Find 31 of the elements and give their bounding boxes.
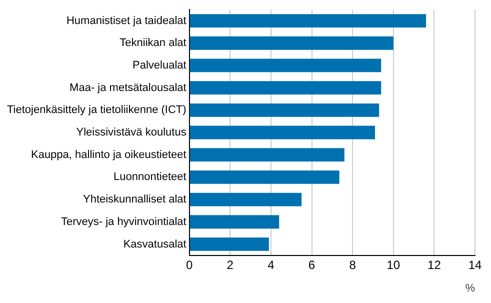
bar [190,103,380,117]
x-tick-label: 6 [308,258,316,272]
y-tick-label: Kauppa, hallinto ja oikeustieteet [30,148,186,161]
bar [190,81,382,95]
x-tick-label: 14 [468,258,482,272]
y-tick-label: Kasvatusalat [123,238,186,250]
x-tick-label: 10 [386,258,400,272]
x-tick-label: 0 [186,258,193,272]
bar [190,238,269,251]
y-tick-label: Maa- ja metsätalousalat [70,82,186,94]
x-tick-label: 8 [349,258,356,272]
bar [190,148,344,162]
bar [190,14,426,28]
y-tick-label: Palvelualat [132,59,186,72]
x-tick-label: 4 [268,258,275,272]
x-tick-label: 12 [428,258,442,272]
y-tick-label: Tekniikan alat [120,37,186,50]
y-tick-label: Yleissivistävä koulutus [76,126,187,139]
bar [190,126,376,140]
bar [190,58,382,72]
bar [190,36,394,50]
y-tick-label: Yhteiskunnalliset alat [82,194,186,206]
y-tick-label: Tietojenkäsittely ja tietoliikenne (ICT) [6,104,186,116]
bar [190,170,340,184]
bar [190,192,302,206]
x-axis-title: % [465,282,476,294]
x-tick-label: 2 [226,258,234,272]
bar [190,215,280,229]
y-tick-label: Terveys- ja hyvinvointialat [60,216,186,228]
y-tick-label: Humanistiset ja taidealat [66,14,186,27]
y-tick-label: Luonnontieteet [114,171,186,184]
